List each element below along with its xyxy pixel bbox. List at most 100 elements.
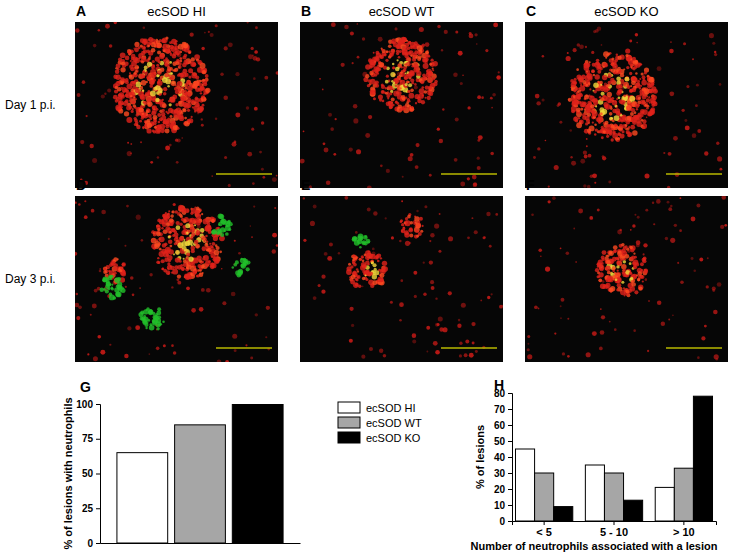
cell bbox=[380, 54, 384, 58]
cell bbox=[184, 117, 187, 120]
cell bbox=[403, 68, 407, 72]
cell bbox=[160, 119, 162, 121]
cell bbox=[417, 45, 423, 51]
speckle bbox=[333, 153, 336, 156]
cell bbox=[171, 72, 173, 74]
speckle bbox=[357, 56, 360, 59]
speckle bbox=[533, 156, 536, 159]
cell bbox=[148, 39, 150, 41]
speckle bbox=[602, 156, 606, 160]
cell bbox=[173, 125, 178, 130]
cell bbox=[178, 73, 181, 76]
cell bbox=[185, 87, 188, 90]
cell bbox=[387, 85, 392, 90]
cell bbox=[649, 89, 654, 94]
cell bbox=[396, 52, 399, 55]
cell bbox=[172, 210, 175, 213]
cell bbox=[390, 52, 393, 55]
cell bbox=[136, 125, 140, 129]
cell bbox=[595, 105, 597, 107]
scale-bar bbox=[666, 173, 722, 175]
cell bbox=[187, 109, 190, 112]
cell bbox=[628, 126, 630, 128]
cell bbox=[147, 102, 152, 107]
speckle bbox=[542, 55, 545, 58]
speckle bbox=[498, 71, 500, 73]
cell bbox=[146, 96, 152, 102]
cell bbox=[576, 68, 579, 71]
speckle bbox=[716, 142, 719, 145]
cell bbox=[619, 90, 622, 93]
cell bbox=[180, 58, 182, 60]
cell bbox=[410, 78, 414, 82]
cell bbox=[630, 85, 632, 87]
cell bbox=[193, 105, 199, 111]
speckle bbox=[272, 177, 277, 182]
speckle bbox=[586, 138, 588, 140]
cell bbox=[391, 98, 395, 102]
speckle bbox=[234, 349, 237, 352]
cell bbox=[167, 265, 172, 270]
cell bbox=[138, 46, 141, 49]
cell bbox=[639, 78, 641, 80]
speckle bbox=[224, 46, 228, 50]
speckle bbox=[175, 139, 178, 142]
cell bbox=[162, 37, 168, 43]
speckle bbox=[156, 347, 160, 351]
speckle bbox=[140, 141, 142, 143]
cell bbox=[184, 83, 188, 87]
cell bbox=[205, 74, 209, 78]
cell bbox=[639, 87, 641, 89]
speckle bbox=[130, 152, 132, 154]
cell bbox=[620, 134, 625, 139]
speckle bbox=[235, 112, 240, 117]
speckle bbox=[149, 273, 152, 276]
cell bbox=[432, 61, 437, 66]
cell bbox=[425, 97, 427, 99]
cell bbox=[212, 242, 216, 246]
speckle bbox=[584, 155, 588, 159]
speckle bbox=[78, 203, 81, 206]
cell bbox=[390, 72, 395, 77]
speckle bbox=[453, 72, 458, 77]
cell bbox=[202, 97, 204, 99]
speckle bbox=[253, 77, 256, 80]
cell bbox=[125, 80, 129, 84]
cell bbox=[191, 236, 194, 239]
cell bbox=[636, 108, 638, 110]
cell bbox=[619, 124, 623, 128]
cell bbox=[170, 115, 173, 118]
cell bbox=[593, 98, 598, 103]
cell bbox=[194, 224, 196, 226]
speckle bbox=[264, 76, 268, 80]
cell bbox=[630, 125, 635, 130]
speckle bbox=[566, 56, 571, 61]
cell bbox=[153, 115, 158, 120]
speckle bbox=[92, 304, 97, 309]
cell bbox=[578, 117, 581, 120]
cell bbox=[153, 87, 157, 91]
cell bbox=[171, 81, 177, 87]
speckle bbox=[608, 180, 611, 183]
cell bbox=[158, 121, 161, 124]
cell bbox=[161, 268, 164, 271]
cell bbox=[143, 40, 147, 44]
cell bbox=[174, 230, 178, 234]
cell bbox=[628, 132, 630, 134]
cell bbox=[620, 100, 625, 105]
cell bbox=[386, 50, 389, 53]
speckle bbox=[669, 91, 674, 96]
speckle bbox=[300, 159, 305, 164]
speckle bbox=[127, 151, 132, 156]
cell bbox=[163, 269, 167, 273]
speckle bbox=[247, 22, 249, 23]
cell bbox=[135, 45, 137, 47]
speckle bbox=[473, 182, 477, 186]
speckle bbox=[191, 236, 193, 238]
speckle bbox=[419, 27, 424, 32]
speckle bbox=[253, 205, 255, 207]
speckle bbox=[234, 141, 237, 144]
cell bbox=[640, 85, 642, 87]
cell bbox=[191, 236, 193, 238]
cell bbox=[139, 107, 144, 112]
